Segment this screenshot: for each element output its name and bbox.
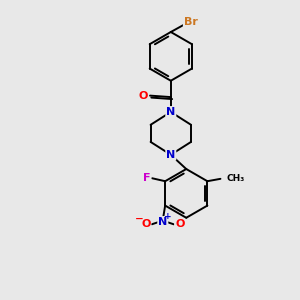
Text: +: + [164, 212, 172, 221]
Text: O: O [139, 91, 148, 100]
Text: −: − [135, 214, 144, 224]
Text: O: O [175, 219, 184, 229]
Text: N: N [158, 217, 167, 227]
Text: N: N [166, 107, 176, 117]
Text: F: F [143, 173, 151, 183]
Text: Br: Br [184, 17, 198, 28]
Text: CH₃: CH₃ [226, 174, 244, 183]
Text: O: O [141, 219, 151, 229]
Text: N: N [166, 150, 176, 160]
